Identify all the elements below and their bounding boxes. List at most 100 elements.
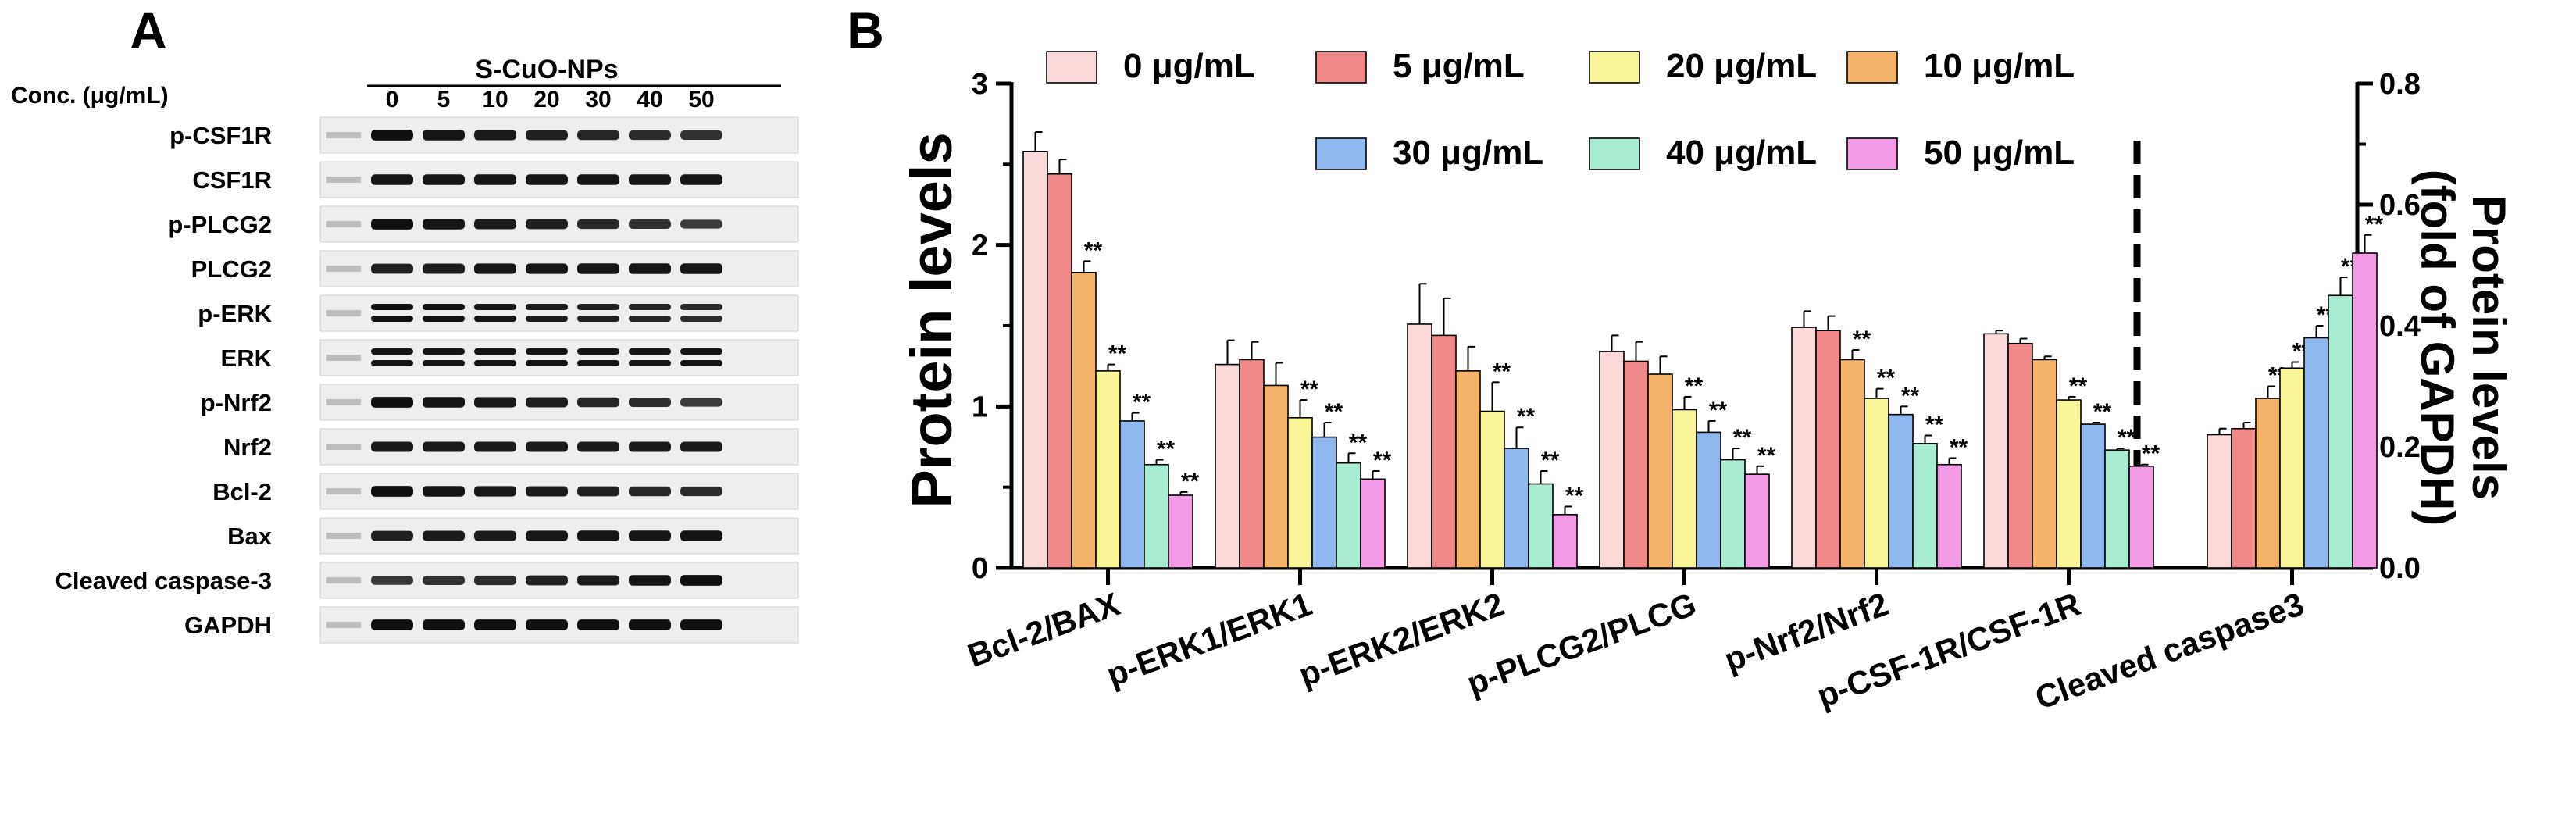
sig-marker: **	[1733, 425, 1752, 451]
blot-band	[423, 360, 465, 366]
blot-band	[526, 219, 568, 230]
blot-band	[371, 360, 413, 366]
bar-p-plcg2-plcg-5	[1720, 459, 1746, 569]
sig-marker: **	[1133, 390, 1151, 416]
blot-band	[423, 130, 465, 141]
bar-p-plcg2-plcg-1	[1623, 360, 1649, 569]
sig-marker: **	[1517, 404, 1536, 430]
blot-band	[680, 174, 722, 185]
blot-band	[629, 619, 671, 630]
marker-band	[326, 399, 361, 405]
blot-band	[371, 576, 413, 585]
bar-p-plcg2-plcg-4	[1696, 431, 1721, 569]
blot-band	[371, 130, 413, 141]
blot-band	[577, 619, 619, 630]
sig-marker: **	[1349, 430, 1368, 455]
marker-band	[326, 310, 361, 316]
sig-marker: **	[1108, 341, 1127, 367]
bar-chart: 0 1 2 3 0.0 0.2 0.4 0.6 0.8 Protein levels Protein…	[899, 47, 2515, 716]
bar-cleaved-caspase3-4	[2303, 337, 2329, 569]
blot-label: p-Nrf2	[201, 389, 272, 416]
bar-bcl-2-bax-4	[1119, 420, 1145, 569]
blot-band	[371, 397, 413, 408]
blot-band	[423, 174, 465, 185]
legend-label: 5 μg/mL	[1393, 47, 1525, 85]
bar-cleaved-caspase3-0	[2207, 434, 2232, 569]
blot-band	[629, 174, 671, 185]
sig-marker: **	[1709, 398, 1728, 423]
blot-band	[526, 316, 568, 322]
blot-band	[526, 304, 568, 310]
legend-swatch	[1046, 51, 1097, 84]
bar-p-erk1-erk1-2	[1263, 384, 1289, 569]
blot-band	[423, 304, 465, 310]
marker-band	[326, 622, 361, 628]
bar-cleaved-caspase3-2	[2255, 398, 2281, 569]
y-tick-label: 2	[972, 230, 988, 262]
blot-band	[577, 486, 619, 497]
blot-label: p-ERK	[198, 300, 272, 327]
blot-band	[680, 130, 722, 140]
blot-strip	[319, 339, 799, 376]
blot-band	[371, 263, 413, 274]
blot-label: Bax	[227, 523, 273, 550]
sig-marker: **	[1877, 366, 1896, 391]
blot-band	[680, 263, 722, 274]
blot-band	[680, 486, 722, 497]
blot-band	[629, 316, 671, 322]
blot-band	[577, 348, 619, 355]
sig-marker: **	[2093, 399, 2112, 425]
blot-band	[474, 441, 516, 452]
blot-band	[577, 441, 619, 452]
y2-axis-title-line1: Protein levels	[2463, 195, 2515, 500]
sig-marker: **	[1565, 483, 1584, 508]
blot-band	[474, 174, 516, 185]
sig-marker: **	[1901, 383, 1920, 409]
western-blot: 0 5 10 20 30 40 50 p-CSF1R CSF1R p-PLCG2 PLCG2 p-ER…	[55, 87, 799, 644]
blot-band	[474, 360, 516, 366]
sig-marker: **	[1181, 469, 1200, 494]
bar-p-erk2-erk2-6	[1552, 513, 1578, 569]
bar-bcl-2-bax-5	[1144, 463, 1169, 569]
sig-marker: **	[1300, 376, 1319, 402]
bar-p-erk2-erk2-0	[1407, 323, 1432, 569]
sig-marker: **	[2365, 212, 2384, 237]
blot-label: ERK	[221, 344, 273, 372]
blot-band	[474, 263, 516, 274]
blot-band	[577, 397, 619, 408]
legend-swatch	[1315, 51, 1367, 84]
blot-band	[629, 486, 671, 497]
blot-band	[371, 348, 413, 355]
legend-swatch	[1589, 137, 1640, 170]
sig-marker: **	[1757, 443, 1776, 469]
bar-p-erk1-erk1-0	[1215, 363, 1240, 569]
sig-marker: **	[1950, 434, 1968, 460]
blot-band	[474, 219, 516, 230]
marker-band	[326, 577, 361, 583]
blot-band	[474, 397, 516, 408]
legend-swatch	[1589, 51, 1640, 84]
blot-label: Cleaved caspase-3	[55, 567, 272, 594]
y2-tick-label: 0.4	[2379, 310, 2421, 343]
sig-marker: **	[1541, 448, 1560, 473]
bar-bcl-2-bax-6	[1168, 494, 1193, 569]
blot-band	[526, 348, 568, 355]
blot-band	[577, 575, 619, 586]
blot-band	[577, 174, 619, 185]
blot-band	[577, 360, 619, 366]
bar-p-csf-1r-csf-1r-3	[2056, 399, 2082, 569]
blot-band	[577, 130, 619, 141]
bar-p-erk2-erk2-5	[1528, 483, 1554, 569]
marker-band	[326, 221, 361, 227]
y-tick-label: 3	[972, 68, 988, 101]
blot-strip	[319, 294, 799, 332]
sig-marker: **	[2142, 441, 2160, 467]
blot-label: GAPDH	[184, 612, 272, 639]
conc-tick-20: 20	[533, 87, 559, 112]
blot-band	[629, 441, 671, 452]
blot-band	[526, 575, 568, 586]
conc-tick-50: 50	[688, 87, 714, 112]
sig-marker: **	[1493, 359, 1511, 384]
blot-band	[526, 174, 568, 185]
